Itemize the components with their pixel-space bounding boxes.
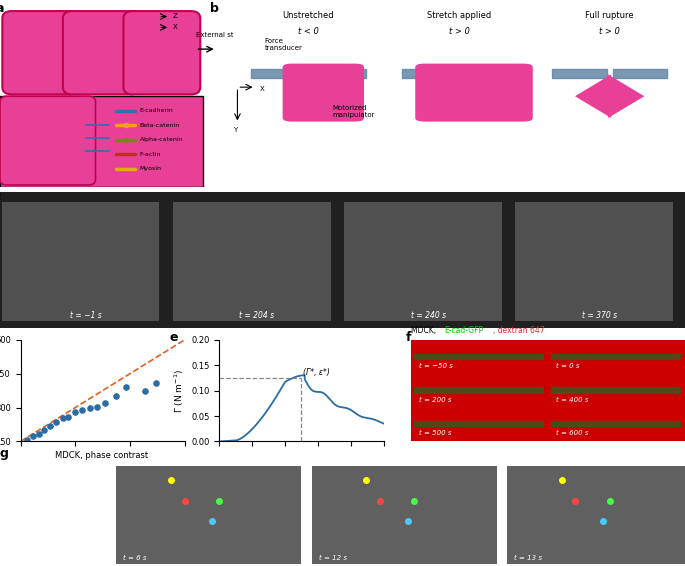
Text: (Γ*, ε*): (Γ*, ε*) [303, 368, 330, 377]
Text: Alpha-catenin: Alpha-catenin [140, 137, 184, 142]
Text: t = 500 s: t = 500 s [419, 430, 451, 436]
Text: t = 370 s: t = 370 s [582, 311, 617, 320]
Text: Myosin: Myosin [140, 166, 162, 171]
Text: E-cadherin: E-cadherin [140, 108, 173, 113]
Text: t = −1 s: t = −1 s [70, 311, 101, 320]
Text: t > 0: t > 0 [449, 27, 469, 36]
X-axis label: Strain (%): Strain (%) [279, 466, 324, 475]
Text: t = 0 s: t = 0 s [556, 363, 580, 369]
Text: Full rupture: Full rupture [586, 11, 634, 20]
Polygon shape [575, 75, 611, 118]
Text: Force
transducer: Force transducer [264, 38, 302, 52]
Text: t = 240 s: t = 240 s [410, 311, 446, 320]
Point [99, 398, 110, 408]
Point [51, 418, 62, 427]
Point [70, 408, 81, 417]
Y-axis label: $\Gamma$ (N m$^{-1}$): $\Gamma$ (N m$^{-1}$) [172, 368, 186, 413]
Text: t = −50 s: t = −50 s [419, 363, 453, 369]
FancyBboxPatch shape [283, 63, 364, 122]
Text: t = 6 s: t = 6 s [123, 555, 147, 561]
Text: E-cad-GFP: E-cad-GFP [444, 327, 483, 336]
FancyBboxPatch shape [414, 409, 543, 439]
FancyBboxPatch shape [312, 466, 497, 564]
Polygon shape [608, 75, 645, 118]
FancyBboxPatch shape [173, 202, 331, 321]
Text: f: f [406, 332, 411, 345]
Text: X: X [260, 86, 265, 92]
Text: e: e [170, 332, 178, 345]
FancyBboxPatch shape [551, 409, 680, 439]
Point [39, 426, 50, 435]
Text: Y: Y [233, 127, 237, 134]
Text: Beta-catenin: Beta-catenin [140, 123, 180, 128]
Text: MDCK, phase contrast: MDCK, phase contrast [55, 451, 148, 460]
Text: F-actin: F-actin [140, 152, 161, 157]
FancyBboxPatch shape [116, 466, 301, 564]
Text: b: b [210, 2, 219, 15]
Text: t = 13 s: t = 13 s [514, 555, 542, 561]
FancyBboxPatch shape [414, 342, 543, 372]
FancyBboxPatch shape [2, 11, 79, 95]
X-axis label: $\varepsilon^*$ (%): $\varepsilon^*$ (%) [88, 466, 118, 479]
FancyBboxPatch shape [507, 466, 685, 564]
FancyBboxPatch shape [551, 342, 680, 372]
Point [84, 403, 95, 412]
Text: MDCK,: MDCK, [411, 327, 438, 336]
Text: Unstretched: Unstretched [282, 11, 334, 20]
Point [150, 378, 161, 387]
FancyBboxPatch shape [415, 63, 533, 122]
Point [91, 402, 102, 411]
Text: t < 0: t < 0 [298, 27, 319, 36]
Point [110, 392, 121, 401]
FancyBboxPatch shape [123, 11, 200, 95]
Text: Stretch applied: Stretch applied [427, 11, 491, 20]
Point [27, 432, 38, 441]
Point [62, 412, 73, 421]
Text: t = 400 s: t = 400 s [556, 397, 588, 403]
Text: t = 600 s: t = 600 s [556, 430, 588, 436]
Text: g: g [0, 447, 9, 460]
FancyBboxPatch shape [414, 375, 543, 406]
Text: , dextran 647: , dextran 647 [493, 327, 545, 336]
Point [139, 386, 150, 395]
Text: a: a [0, 2, 4, 15]
FancyBboxPatch shape [63, 11, 140, 95]
FancyBboxPatch shape [344, 202, 501, 321]
Text: t > 0: t > 0 [599, 27, 620, 36]
Text: t = 204 s: t = 204 s [239, 311, 275, 320]
Text: X: X [173, 24, 177, 30]
Text: Z: Z [173, 14, 177, 19]
FancyBboxPatch shape [515, 202, 673, 321]
Point [57, 414, 68, 423]
FancyBboxPatch shape [0, 96, 203, 187]
Point [45, 422, 55, 431]
Point [34, 429, 45, 438]
FancyBboxPatch shape [551, 375, 680, 406]
Point [77, 405, 88, 414]
Text: External stretch: External stretch [196, 32, 251, 38]
Text: Motorized
manipulator: Motorized manipulator [332, 105, 375, 118]
Point [22, 436, 33, 445]
Text: t = 200 s: t = 200 s [419, 397, 451, 403]
FancyBboxPatch shape [0, 96, 95, 185]
FancyBboxPatch shape [1, 202, 159, 321]
Text: t = 12 s: t = 12 s [319, 555, 347, 561]
Point [121, 383, 132, 392]
